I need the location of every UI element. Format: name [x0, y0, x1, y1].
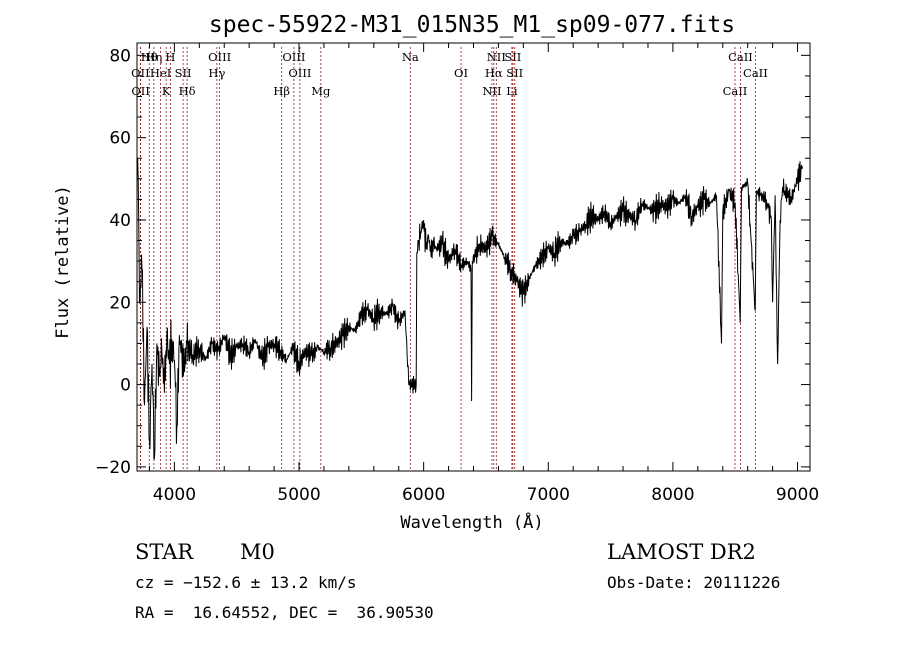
x-tick-label: 7000	[527, 485, 570, 505]
line-label-24: CaII	[728, 50, 753, 64]
line-label-6: H	[165, 50, 175, 64]
x-tick-label: 5000	[277, 485, 320, 505]
spectrum-line	[137, 158, 803, 460]
x-axis: 4000 5000 6000 7000 8000 9000	[148, 43, 819, 505]
y-tick-label: 40	[109, 211, 131, 231]
line-label-18: NII	[487, 50, 506, 64]
y-tick-label: 0	[120, 376, 131, 396]
line-label-22: SII	[506, 66, 523, 80]
x-tick-label: 9000	[776, 485, 819, 505]
line-label-25: CaII	[743, 66, 768, 80]
line-label-23: CaII	[723, 84, 748, 98]
x-tick-label: 6000	[402, 485, 445, 505]
line-label-12: OIII	[282, 50, 305, 64]
line-label-14: Mg	[311, 84, 331, 98]
line-label-9: OIII	[208, 50, 231, 64]
line-label-20: Li	[506, 84, 518, 98]
line-label-13: OIII	[288, 66, 311, 80]
y-tick-label: −20	[95, 458, 131, 478]
x-axis-label: Wavelength (Å)	[400, 511, 543, 533]
line-label-2: OII	[131, 84, 150, 98]
line-label-5: K	[162, 84, 171, 98]
line-label-15: Na	[402, 50, 419, 64]
survey-name: LAMOST DR2	[607, 540, 756, 564]
y-axis: −20 0 20 40 60 80	[95, 46, 810, 478]
object-subclass: M0	[240, 540, 275, 564]
chart-title: spec-55922-M31_015N35_M1_sp09-077.fits	[209, 12, 735, 38]
line-label-17: NII	[482, 84, 501, 98]
object-class: STAR	[135, 540, 194, 564]
line-label-21: SII	[504, 50, 521, 64]
y-tick-label: 80	[109, 46, 131, 66]
x-tick-label: 4000	[153, 485, 196, 505]
line-label-11: Hβ	[273, 84, 290, 98]
line-label-10: Hγ	[208, 66, 225, 80]
x-tick-label: 8000	[651, 485, 694, 505]
spectral-line-markers: HθOIIOIIHηHeIKHSIIHδOIIIHγHβOIIIOIIIMgNa…	[131, 47, 768, 471]
observation-date: Obs-Date: 20111226	[607, 573, 781, 592]
line-label-8: Hδ	[179, 84, 196, 98]
line-label-16: OI	[454, 66, 468, 80]
redshift-value: cz = −152.6 ± 13.2 km/s	[135, 573, 357, 592]
line-label-7: SII	[175, 66, 192, 80]
line-label-4: HeI	[150, 66, 171, 80]
line-label-19: Hα	[485, 66, 503, 80]
y-axis-label: Flux (relative)	[53, 185, 73, 339]
line-label-3: Hη	[145, 50, 162, 64]
coordinates: RA = 16.64552, DEC = 36.90530	[135, 603, 434, 622]
y-tick-label: 60	[109, 129, 131, 149]
spectrum-series	[137, 158, 803, 460]
y-tick-label: 20	[109, 293, 131, 313]
